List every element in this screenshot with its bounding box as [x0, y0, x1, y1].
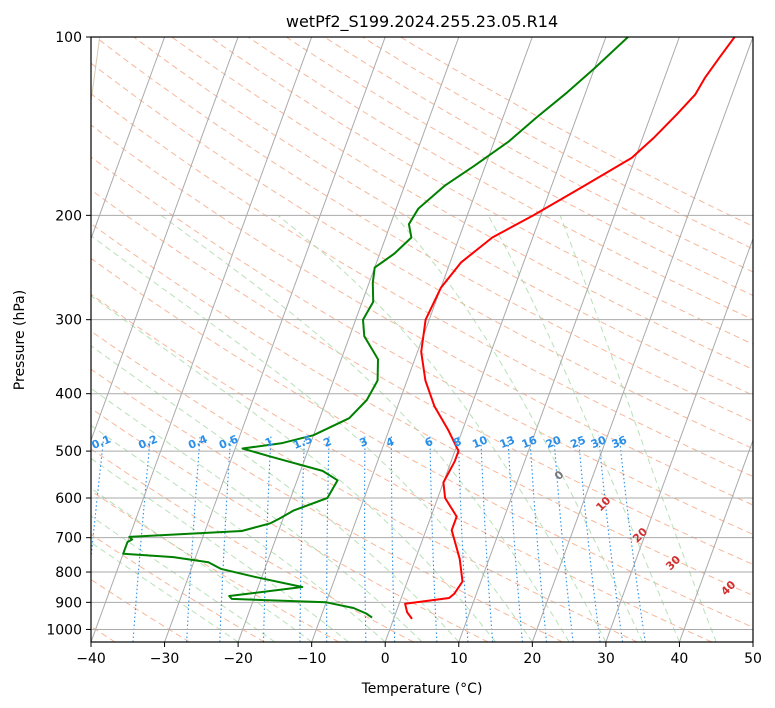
y-tick-label: 200 — [55, 208, 82, 224]
dry-adiabat — [362, 37, 753, 250]
mixing-ratio-label: 36 — [610, 433, 629, 451]
dry-adiabat — [91, 533, 265, 642]
dry-adiabat — [209, 37, 753, 345]
mixing-ratio-line — [529, 435, 548, 642]
x-tick-label: −40 — [76, 651, 106, 667]
x-tick-label: 0 — [381, 651, 390, 667]
x-tick-label: 30 — [597, 651, 615, 667]
isotherm — [164, 37, 386, 642]
series-lines — [122, 37, 736, 620]
dewpoint-line — [122, 37, 629, 619]
mixing-ratio-line — [457, 435, 469, 642]
mixing-ratio-line — [577, 435, 601, 642]
chart-title: wetPf2_S199.2024.255.23.05.R14 — [286, 12, 558, 32]
moist-adiabat — [91, 235, 533, 642]
mixing-ratio-label: 16 — [520, 433, 539, 451]
moist-adiabat — [394, 214, 644, 642]
x-tick-label: 20 — [523, 651, 541, 667]
dry-adiabat — [91, 223, 753, 597]
mixing-ratio-label: 30 — [589, 433, 608, 451]
mixing-ratio-line — [91, 435, 105, 563]
dry-adiabat — [91, 189, 753, 566]
mixing-ratio-line — [219, 435, 232, 642]
dry-adiabat — [171, 37, 753, 371]
y-tick-label: 1000 — [46, 622, 82, 638]
mixing-ratio-line — [262, 435, 272, 642]
moist-adiabat — [559, 215, 717, 642]
dry-adiabat — [91, 293, 712, 642]
x-axis-title: Temperature (°C) — [361, 681, 483, 697]
mixing-ratio-label: 10 — [470, 433, 489, 451]
isotherm — [384, 37, 607, 642]
dry-adiabat — [400, 37, 753, 227]
mixing-ratio-line — [186, 435, 201, 642]
temperature-line — [404, 37, 736, 620]
mixing-ratio-line — [507, 435, 524, 642]
x-tick-label: −30 — [150, 651, 180, 667]
moist-adiabat — [91, 295, 496, 642]
mixing-ratio-line — [618, 435, 646, 642]
moist-adiabat — [91, 345, 460, 642]
mixing-ratio-line — [598, 435, 624, 642]
moist-adiabat — [277, 214, 607, 642]
plot-frame — [90, 36, 754, 643]
y-axis-title: Pressure (hPa) — [12, 290, 28, 390]
mixing-ratio-line — [364, 435, 367, 642]
y-axis: 100 200 300 400 500 600 700 800 900 1000 — [46, 30, 91, 638]
mixing-ratio-label: 3 — [358, 435, 370, 450]
y-tick-label: 300 — [55, 313, 82, 329]
isotherm — [678, 438, 753, 642]
y-tick-label: 100 — [55, 30, 82, 46]
y-tick-label: 900 — [55, 595, 82, 611]
dry-adiabat — [285, 37, 753, 297]
mixing-ratio-line — [299, 435, 306, 642]
x-tick-label: 10 — [450, 651, 468, 667]
x-tick-label: 50 — [744, 651, 762, 667]
dry-adiabat — [91, 93, 753, 478]
mixing-ratio-label: 25 — [569, 433, 588, 451]
isotherm — [605, 237, 753, 642]
isotherm — [91, 37, 239, 442]
mixing-ratio-line — [326, 435, 330, 642]
x-tick-label: 40 — [671, 651, 689, 667]
dry-adiabat — [91, 257, 753, 628]
dry-adiabat — [91, 124, 753, 506]
mixing-ratio-line — [429, 435, 438, 642]
x-axis: −40 −30 −20 −10 0 10 20 30 40 50 — [76, 642, 762, 667]
isotherm — [91, 37, 166, 241]
mixing-ratio-line — [480, 435, 494, 642]
isotherm — [458, 37, 680, 642]
mixing-ratio-line — [553, 435, 574, 642]
moist-adiabat — [91, 487, 312, 642]
mixing-ratio-label: 20 — [544, 433, 563, 451]
x-tick-label: −20 — [223, 651, 253, 667]
y-tick-label: 500 — [55, 444, 82, 460]
dry-adiabat — [91, 448, 414, 642]
dry-adiabat — [91, 330, 638, 642]
dry-adiabat — [247, 37, 753, 321]
moist-adiabat — [91, 387, 423, 642]
isotherm — [237, 37, 460, 642]
mixing-ratio-label: 2 — [321, 435, 333, 450]
mixing-ratio-label: 8 — [451, 435, 463, 450]
mixing-ratio-label: 1 — [263, 435, 275, 450]
mixing-ratio-label: 13 — [498, 433, 517, 451]
moist-adiabat — [91, 424, 386, 642]
dry-adiabat — [324, 37, 753, 273]
x-tick-label: −10 — [297, 651, 327, 667]
y-tick-label: 600 — [55, 491, 82, 507]
y-tick-label: 400 — [55, 387, 82, 403]
mixing-ratio-line — [132, 435, 152, 642]
moist-adiabat — [487, 215, 680, 642]
mixing-ratio-line — [390, 435, 396, 642]
background-lines — [91, 37, 753, 642]
isotherm — [531, 37, 753, 642]
y-tick-label: 700 — [55, 531, 82, 547]
y-tick-label: 800 — [55, 565, 82, 581]
